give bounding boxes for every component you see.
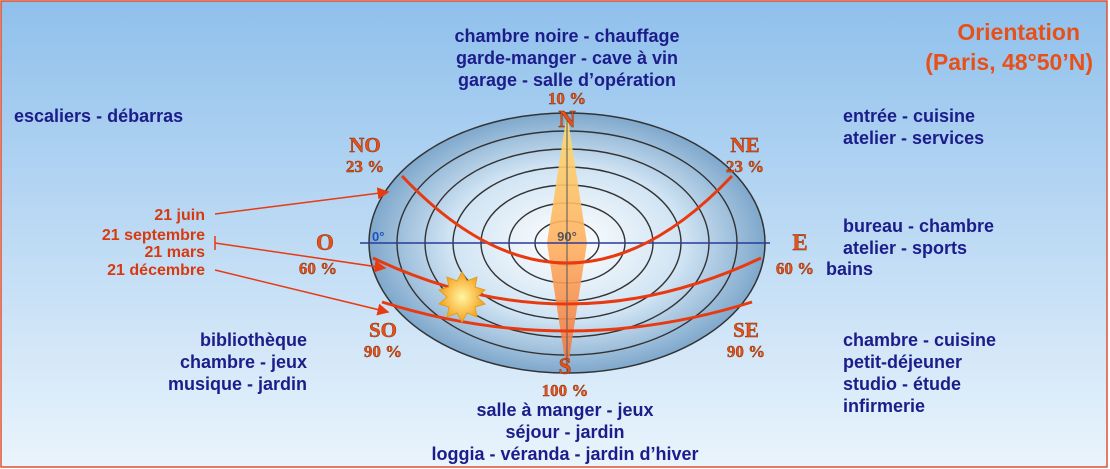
use-text: bureau - chambre	[843, 216, 994, 236]
date: 21 septembre	[102, 227, 205, 244]
use-text: bibliothèque	[200, 330, 307, 350]
direction: SO	[369, 318, 397, 342]
direction: S	[559, 354, 572, 379]
use-text: loggia - véranda - jardin d’hiver	[431, 444, 698, 464]
use-text: garage - salle d’opération	[458, 70, 676, 90]
use-text: escaliers - débarras	[14, 106, 183, 126]
percent: 60 %	[299, 259, 337, 278]
use-text: garde-manger - cave à vin	[456, 48, 678, 68]
use-text: atelier - services	[843, 128, 984, 148]
direction: NO	[349, 133, 381, 157]
sun-paths	[372, 174, 762, 333]
use-text: bains	[826, 259, 873, 279]
use-text: infirmerie	[843, 396, 925, 416]
use-text: séjour - jardin	[505, 422, 624, 442]
title: Orientation	[957, 19, 1080, 45]
use-text: studio - étude	[843, 374, 961, 394]
direction: SE	[733, 318, 759, 342]
percent: 90 %	[727, 342, 765, 361]
percent: 100 %	[542, 381, 589, 400]
use-text: salle à manger - jeux	[476, 400, 653, 420]
sun	[437, 270, 487, 324]
direction: O	[316, 230, 334, 255]
date: 21 décembre	[107, 262, 205, 279]
percent: 23 %	[726, 157, 764, 176]
percent: 10 %	[548, 89, 586, 108]
disk: 0° 90°	[360, 112, 770, 374]
horizon-label: 0°	[372, 229, 384, 244]
use-text: musique - jardin	[168, 374, 307, 394]
direction: NE	[730, 133, 759, 157]
direction: E	[792, 230, 807, 255]
direction: N	[558, 107, 576, 133]
use-text: atelier - sports	[843, 238, 967, 258]
percent: 90 %	[364, 342, 402, 361]
date: 21 juin	[154, 207, 205, 224]
percent: 60 %	[776, 259, 814, 278]
zenith-label: 90°	[557, 229, 577, 244]
percent: 23 %	[346, 157, 384, 176]
use-text: entrée - cuisine	[843, 106, 975, 126]
date: 21 mars	[145, 244, 206, 261]
use-text: chambre - jeux	[180, 352, 307, 372]
date-arrows	[214, 187, 390, 316]
use-text: chambre - cuisine	[843, 330, 996, 350]
use-text: chambre noire - chauffage	[454, 26, 679, 46]
title: (Paris, 48°50’N)	[925, 49, 1093, 75]
use-text: petit-déjeuner	[843, 352, 962, 372]
